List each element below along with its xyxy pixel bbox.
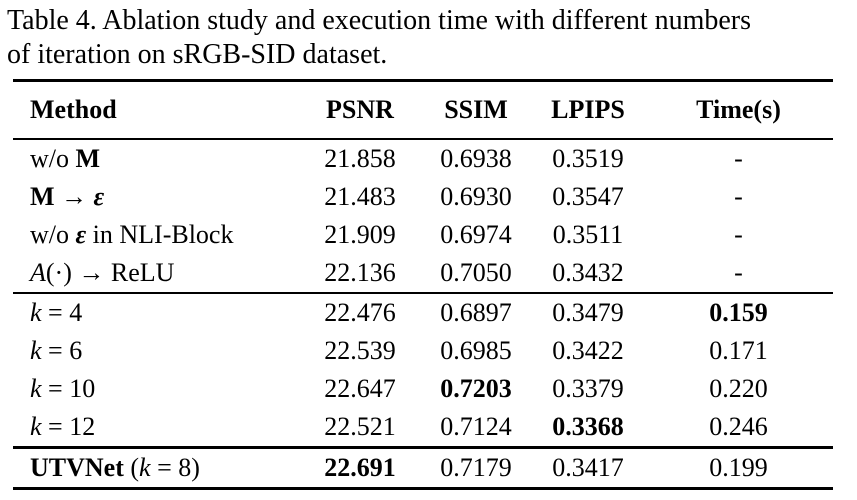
table-header: Method PSNR SSIM LPIPS Time(s) xyxy=(13,80,833,140)
method-text-segment: w/o xyxy=(30,144,76,173)
lpips-cell: 0.3432 xyxy=(552,258,624,287)
table-row: w/o ε in NLI-Block 21.909 0.6974 0.3511 - xyxy=(13,216,833,254)
method-text-segment: = 10 xyxy=(41,374,96,403)
table-row: k = 6 22.539 0.6985 0.3422 0.171 xyxy=(13,332,833,370)
lpips-cell: 0.3547 xyxy=(552,182,624,211)
ssim-cell: 0.6985 xyxy=(440,336,512,365)
table-row: k = 12 22.521 0.7124 0.3368 0.246 xyxy=(13,408,833,448)
lpips-cell: 0.3479 xyxy=(532,292,644,332)
table-group-ablations: w/o M 21.858 0.6938 0.3519 - M → ε 21.483 0.693… xyxy=(13,139,833,293)
table-caption: Table 4. Ablation study and execution ti… xyxy=(7,4,853,72)
method-cell: UTVNet (k = 8) xyxy=(13,446,300,489)
table-group-final: UTVNet (k = 8) 22.691 0.7179 0.3417 0.199 xyxy=(13,446,833,489)
time-cell: - xyxy=(734,258,743,287)
psnr-cell: 22.476 xyxy=(300,292,420,332)
time-cell: - xyxy=(734,144,743,173)
ssim-cell: 0.6897 xyxy=(420,292,532,332)
method-text-segment: k xyxy=(30,374,42,403)
lpips-cell: 0.3422 xyxy=(552,336,624,365)
ablation-table: Method PSNR SSIM LPIPS Time(s) w/o M 21.858 0.… xyxy=(13,79,833,490)
method-text-segment: = 4 xyxy=(41,298,83,327)
table-row: k = 4 22.476 0.6897 0.3479 0.159 xyxy=(13,292,833,332)
method-text-segment: k xyxy=(30,412,42,441)
column-header-lpips: LPIPS xyxy=(532,80,644,140)
method-text-segment: ε xyxy=(75,220,87,249)
caption-line-1: Table 4. Ablation study and execution ti… xyxy=(7,5,752,36)
column-header-psnr: PSNR xyxy=(300,80,420,140)
table-row: A(·) → ReLU 22.136 0.7050 0.3432 - xyxy=(13,254,833,293)
lpips-cell: 0.3511 xyxy=(552,220,624,249)
header-row: Method PSNR SSIM LPIPS Time(s) xyxy=(13,80,833,140)
method-text-segment: = 6 xyxy=(41,336,83,365)
lpips-cell: 0.3379 xyxy=(552,374,624,403)
method-text-segment: A xyxy=(30,258,46,287)
method-text-segment: ε xyxy=(93,182,105,211)
method-cell: A(·) → ReLU xyxy=(13,254,300,293)
lpips-cell: 0.3368 xyxy=(552,412,624,441)
method-cell: w/o M xyxy=(13,139,300,178)
ssim-cell: 0.6974 xyxy=(440,220,512,249)
psnr-cell: 22.691 xyxy=(300,446,420,489)
psnr-cell: 22.539 xyxy=(324,336,396,365)
time-cell: 0.159 xyxy=(644,292,833,332)
table-row: M → ε 21.483 0.6930 0.3547 - xyxy=(13,178,833,216)
table-row: k = 10 22.647 0.7203 0.3379 0.220 xyxy=(13,370,833,408)
method-text-segment: → xyxy=(54,182,94,211)
caption-line-2: of iteration on sRGB-SID dataset. xyxy=(7,39,388,70)
lpips-cell: 0.3417 xyxy=(532,446,644,489)
table-row: w/o M 21.858 0.6938 0.3519 - xyxy=(13,139,833,178)
psnr-cell: 21.483 xyxy=(324,182,396,211)
method-text-segment: (·) → ReLU xyxy=(45,258,175,287)
method-cell: k = 6 xyxy=(13,332,300,370)
method-cell: k = 12 xyxy=(13,408,300,448)
psnr-cell: 22.136 xyxy=(324,258,396,287)
method-cell: M → ε xyxy=(13,178,300,216)
column-header-times: Time(s) xyxy=(644,80,833,140)
ssim-cell: 0.7179 xyxy=(420,446,532,489)
method-text-segment: w/o xyxy=(30,220,76,249)
method-text-segment: = 8) xyxy=(150,453,200,482)
ssim-cell: 0.7050 xyxy=(440,258,512,287)
psnr-cell: 21.858 xyxy=(324,144,396,173)
ssim-cell: 0.7203 xyxy=(440,374,512,403)
ssim-cell: 0.7124 xyxy=(440,412,512,441)
column-header-method: Method xyxy=(13,80,300,140)
method-cell: k = 4 xyxy=(13,292,300,332)
time-cell: 0.246 xyxy=(709,412,768,441)
time-cell: 0.199 xyxy=(644,446,833,489)
method-text-segment: M xyxy=(30,182,55,211)
table-row: UTVNet (k = 8) 22.691 0.7179 0.3417 0.199 xyxy=(13,446,833,489)
method-text-segment: k xyxy=(30,336,42,365)
method-text-segment: in NLI-Block xyxy=(86,220,234,249)
method-text-segment: ( xyxy=(123,453,140,482)
psnr-cell: 21.909 xyxy=(324,220,396,249)
method-cell: w/o ε in NLI-Block xyxy=(13,216,300,254)
lpips-cell: 0.3519 xyxy=(552,144,624,173)
time-cell: 0.171 xyxy=(709,336,768,365)
time-cell: 0.220 xyxy=(709,374,768,403)
column-header-ssim: SSIM xyxy=(420,80,532,140)
ssim-cell: 0.6938 xyxy=(440,144,512,173)
psnr-cell: 22.521 xyxy=(324,412,396,441)
time-cell: - xyxy=(734,182,743,211)
time-cell: - xyxy=(734,220,743,249)
method-text-segment: UTVNet xyxy=(30,453,124,482)
method-text-segment: M xyxy=(75,144,101,173)
ssim-cell: 0.6930 xyxy=(440,182,512,211)
table-group-iterations: k = 4 22.476 0.6897 0.3479 0.159 k = 6 22.539 0… xyxy=(13,292,833,448)
method-cell: k = 10 xyxy=(13,370,300,408)
method-text-segment: = 12 xyxy=(41,412,96,441)
psnr-cell: 22.647 xyxy=(324,374,396,403)
method-text-segment: k xyxy=(30,298,42,327)
method-text-segment: k xyxy=(139,453,151,482)
